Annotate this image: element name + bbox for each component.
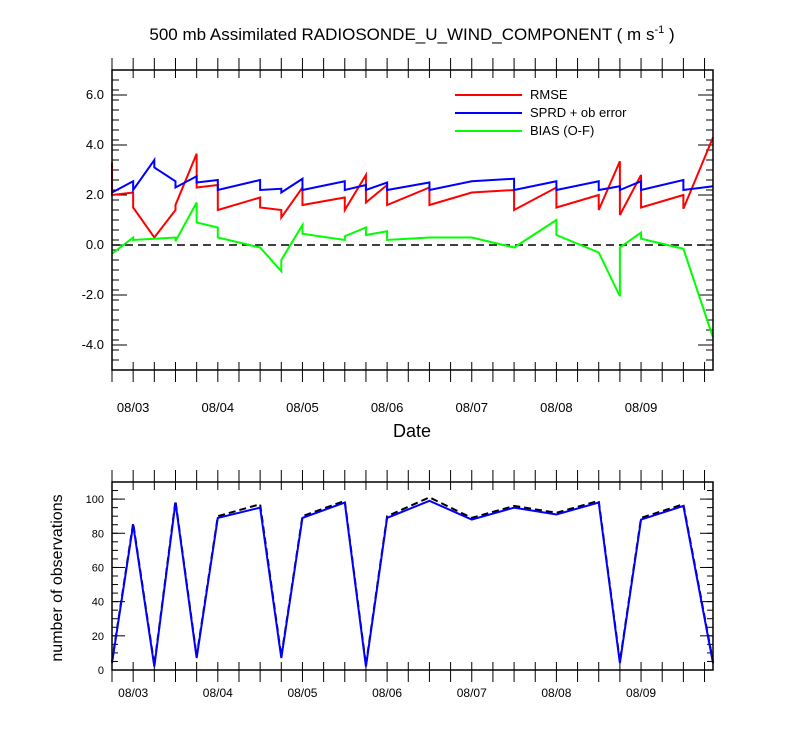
- bottom-ylabel: number of observations: [49, 494, 66, 661]
- y-tick-label: 40: [92, 597, 104, 609]
- x-tick-label: 08/04: [203, 686, 233, 700]
- top-chart-title: 500 mb Assimilated RADIOSONDE_U_WIND_COM…: [149, 24, 674, 44]
- y-tick-label: 80: [92, 528, 104, 540]
- y-tick-label: 100: [86, 494, 104, 506]
- y-tick-label: 0.0: [86, 237, 104, 252]
- legend-bias-label: BIAS (O-F): [530, 123, 594, 138]
- bottom-plot-area: 0 20 40 60 80 100 08/03 08/04 08/05 08/06 08/07 08/…: [86, 470, 714, 700]
- top-title-close: ): [664, 25, 674, 44]
- series-assimilated-observations: [111, 499, 714, 667]
- x-tick-label: 08/03: [117, 400, 150, 415]
- x-tick-label: 08/08: [540, 400, 573, 415]
- x-tick-label: 08/08: [541, 686, 571, 700]
- top-series-lines: [111, 137, 714, 338]
- x-tick-label: 08/03: [118, 686, 148, 700]
- x-tick-label: 08/09: [625, 400, 658, 415]
- bottom-series-lines: [111, 496, 714, 667]
- y-tick-label: -2.0: [82, 287, 104, 302]
- top-title-superscript: -1: [654, 24, 664, 36]
- x-tick-label: 08/06: [372, 686, 402, 700]
- bottom-axes: 0 20 40 60 80 100 08/03 08/04 08/05 08/06 08/07 08/…: [86, 470, 713, 700]
- series-rmse: [111, 137, 714, 240]
- series-bias-o-f: [111, 202, 714, 338]
- legend-sprd-label: SPRD + ob error: [530, 105, 627, 120]
- x-tick-label: 08/06: [371, 400, 404, 415]
- y-tick-label: 6.0: [86, 87, 104, 102]
- y-tick-label: 60: [92, 562, 104, 574]
- x-tick-label: 08/04: [202, 400, 235, 415]
- y-tick-label: 4.0: [86, 137, 104, 152]
- x-tick-label: 08/07: [455, 400, 488, 415]
- y-tick-label: 0: [98, 665, 104, 677]
- top-plot-frame: [111, 69, 714, 371]
- legend-rmse-label: RMSE: [530, 87, 568, 102]
- x-tick-label: 08/09: [626, 686, 656, 700]
- series-sprd-ob-error: [111, 156, 714, 195]
- x-tick-label: 08/05: [287, 686, 317, 700]
- top-title-main: 500 mb Assimilated RADIOSONDE_U_WIND_COM…: [149, 25, 654, 44]
- top-plot-area: -4.0 -2.0 0.0 2.0 4.0 6.0 08/03 08/04 08/05 08/06…: [82, 58, 714, 415]
- y-tick-label: 2.0: [86, 187, 104, 202]
- x-tick-label: 08/07: [457, 686, 487, 700]
- y-tick-label: -4.0: [82, 337, 104, 352]
- legend: RMSE SPRD + ob error BIAS (O-F): [455, 87, 627, 138]
- x-tick-label: 08/05: [286, 400, 319, 415]
- y-tick-label: 20: [92, 631, 104, 643]
- bottom-plot-frame: [111, 481, 714, 671]
- top-xlabel: Date: [393, 421, 431, 441]
